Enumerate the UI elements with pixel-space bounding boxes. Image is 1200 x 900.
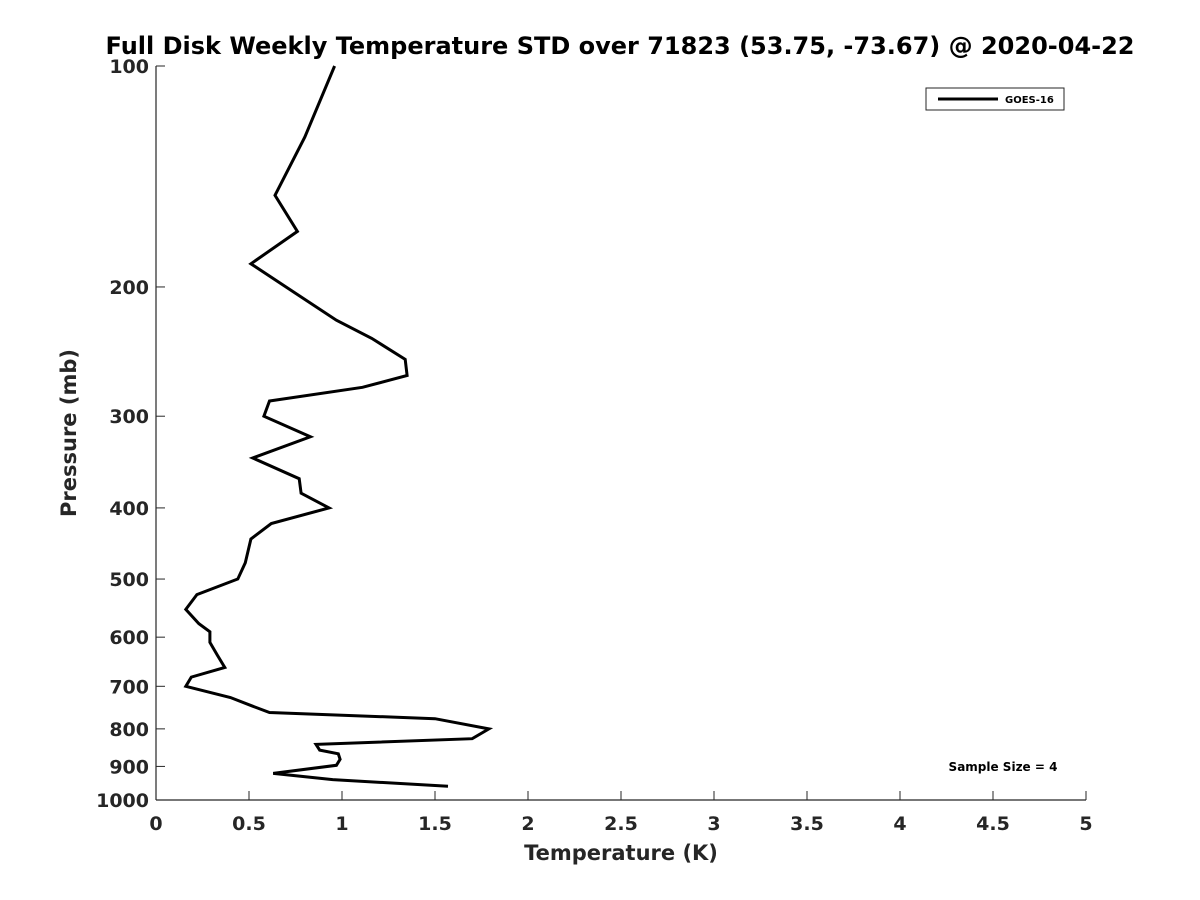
x-tick-label: 4 [893,813,906,835]
plot-axes [155,66,1086,801]
x-axis-ticks: 0 0.5 1 1.5 2 2.5 3 3.5 4 4.5 5 [149,791,1093,835]
x-tick-label: 3 [707,813,720,835]
chart-title: Full Disk Weekly Temperature STD over 71… [106,32,1135,60]
x-axis-label: Temperature (K) [524,841,718,865]
y-tick-label: 500 [109,569,149,591]
y-tick-label: 600 [109,627,149,649]
y-tick-label: 200 [109,277,149,299]
series-group [183,65,494,788]
x-tick-label: 5 [1079,813,1092,835]
y-tick-label: 400 [109,498,149,520]
y-tick-label: 1000 [96,790,149,812]
x-tick-label: 2 [521,813,534,835]
series-line-goes16 [183,65,494,788]
legend-label-goes16: GOES-16 [1005,95,1054,106]
x-tick-label: 3.5 [790,813,824,835]
x-tick-label: 4.5 [976,813,1010,835]
x-tick-label: 0.5 [232,813,266,835]
y-axis-ticks: 100 200 300 400 500 600 700 800 900 1000 [96,56,165,812]
x-tick-label: 1 [335,813,348,835]
y-tick-label: 300 [109,406,149,428]
x-tick-label: 2.5 [604,813,638,835]
x-tick-label: 0 [149,813,162,835]
x-tick-label: 1.5 [418,813,452,835]
sample-size-annotation: Sample Size = 4 [949,760,1058,774]
y-axis-label: Pressure (mb) [57,349,81,517]
y-tick-label: 100 [109,56,149,78]
y-tick-label: 800 [109,719,149,741]
legend: GOES-16 [925,87,1065,111]
y-tick-label: 700 [109,676,149,698]
y-tick-label: 900 [109,756,149,778]
